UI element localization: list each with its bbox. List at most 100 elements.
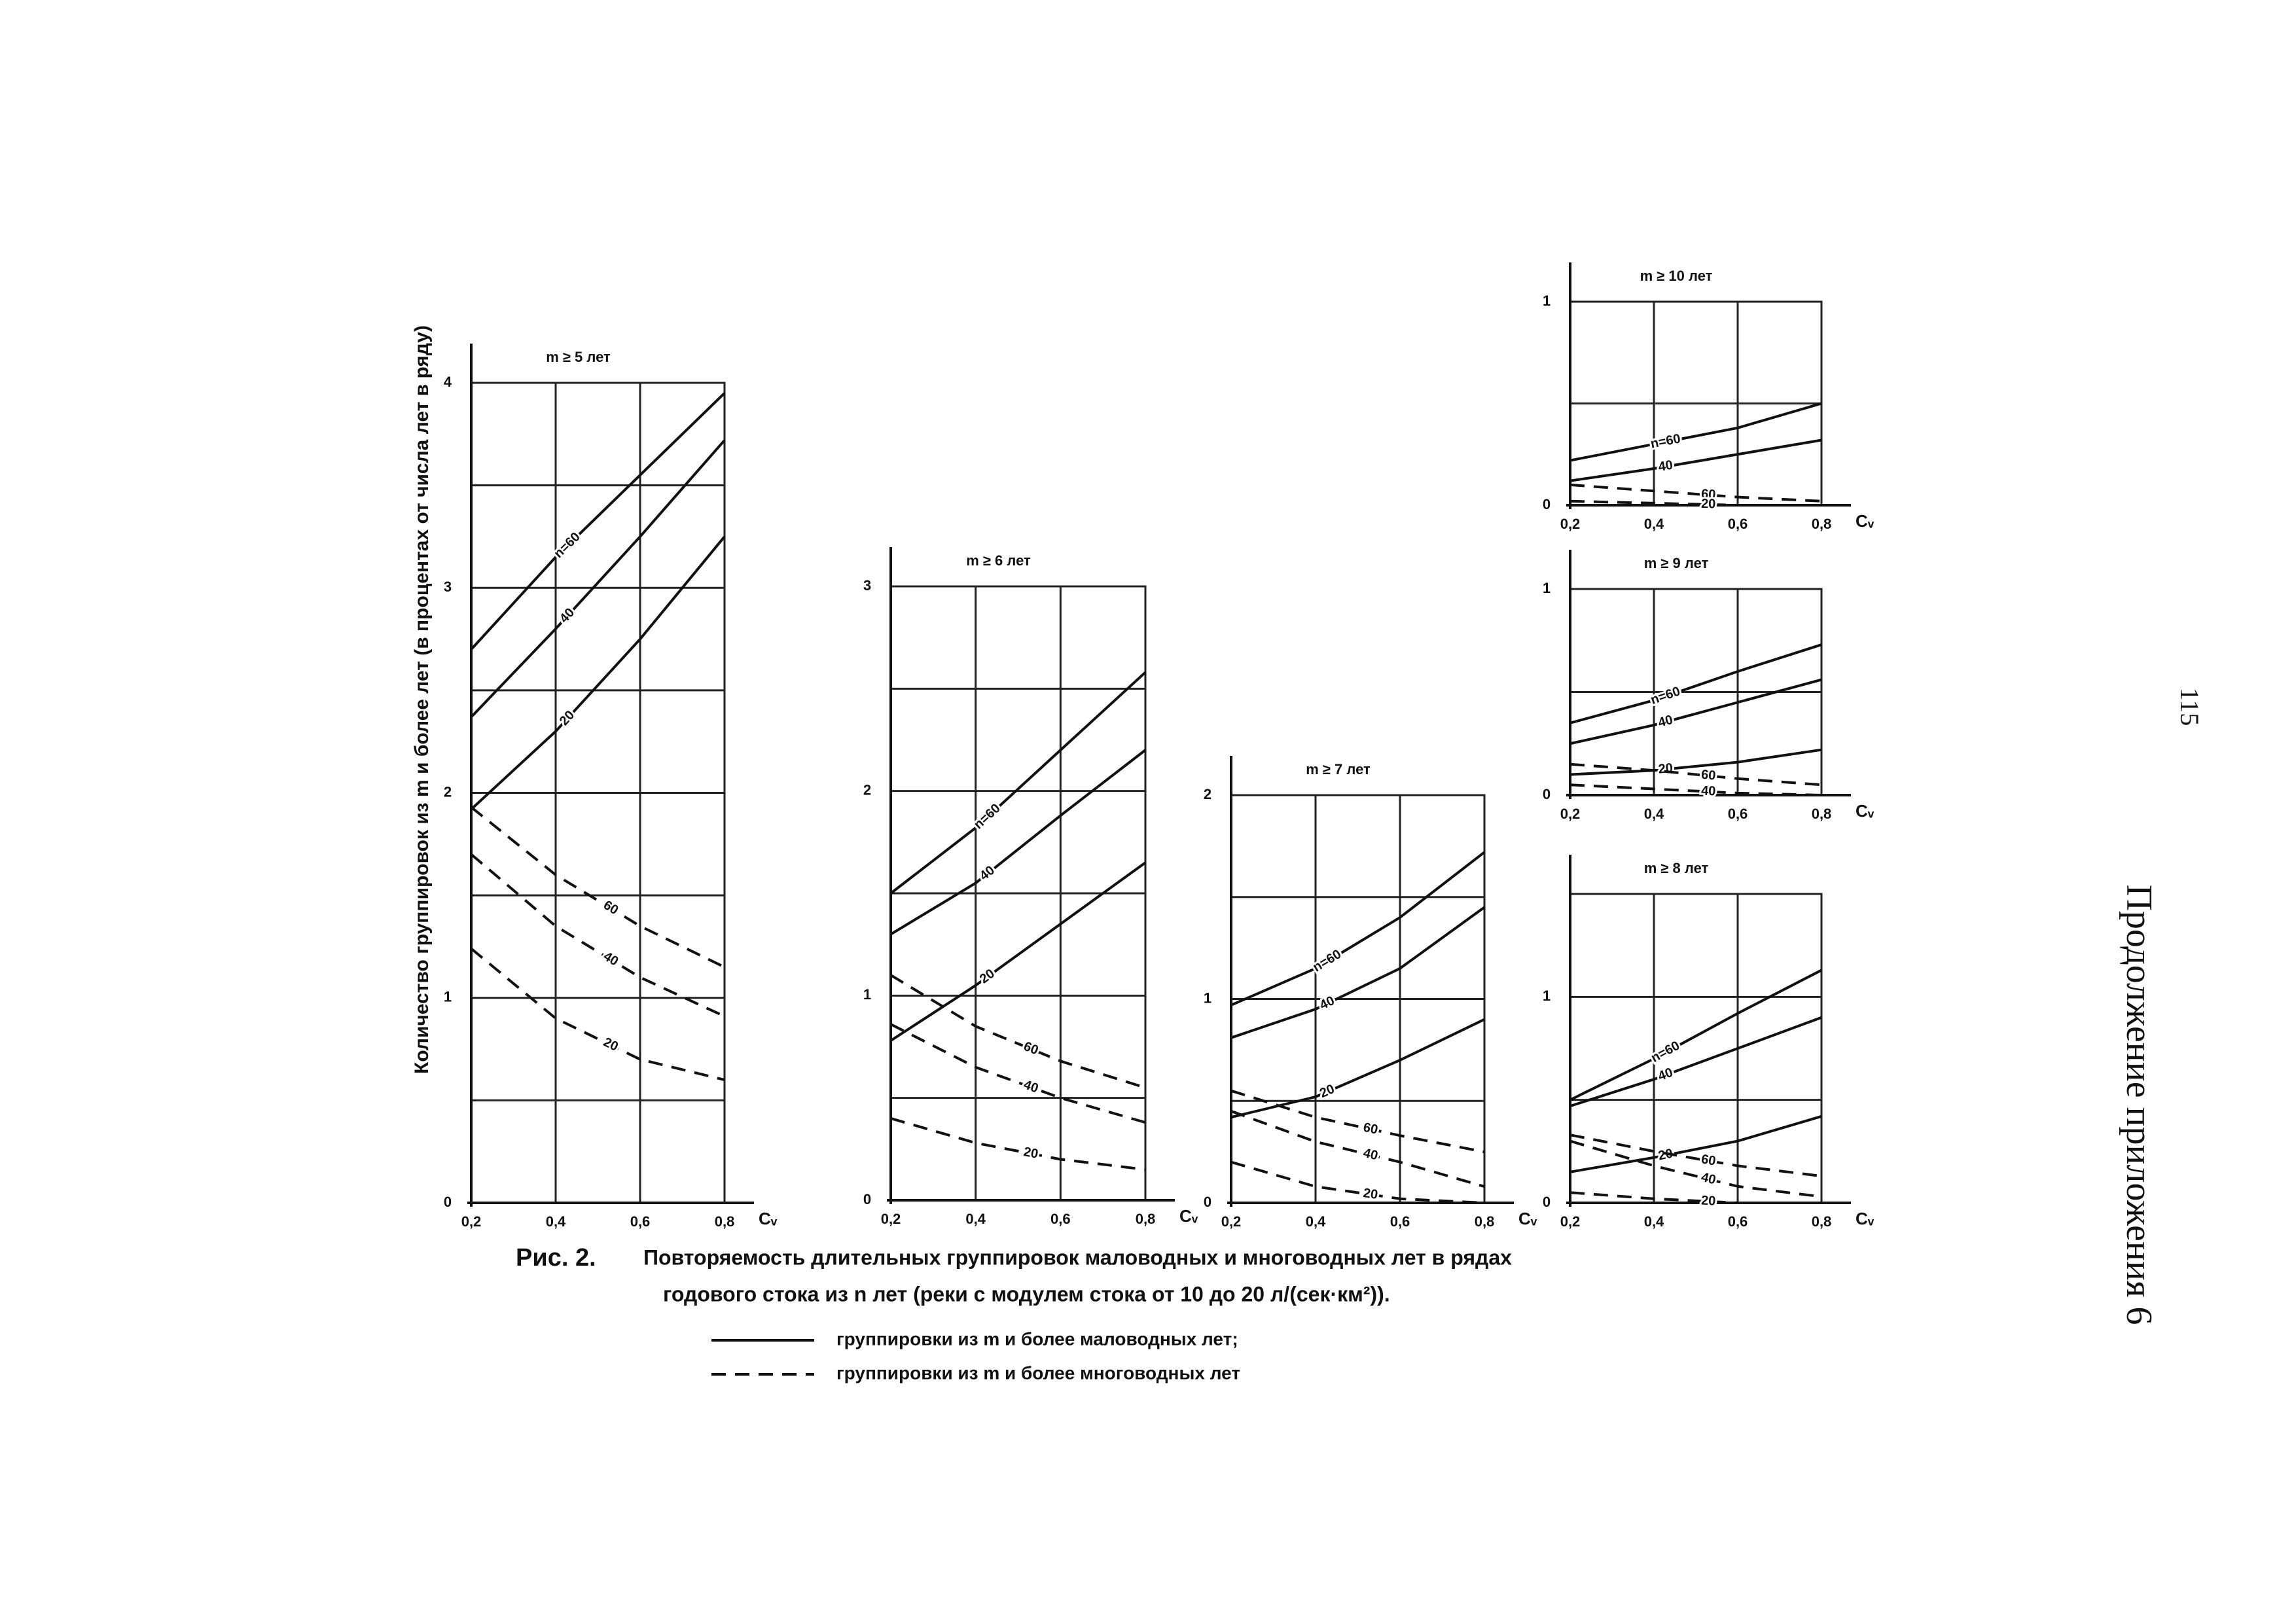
curve: [1570, 1191, 1821, 1204]
x-tick-label: 0,8: [1812, 516, 1832, 532]
y-tick-label: 2: [863, 781, 871, 798]
chart-title: m ≥ 8 лет: [1644, 860, 1709, 876]
y-tick-label: 0: [1543, 786, 1551, 802]
curve-label: 40: [1700, 1170, 1717, 1188]
curve: [1230, 1018, 1485, 1119]
chart-title: m ≥ 5 лет: [546, 349, 611, 365]
curve: [470, 853, 725, 1018]
curve: [1570, 643, 1822, 724]
x-tick-label: 0,4: [1644, 806, 1664, 822]
x-tick-label: 0,8: [1136, 1211, 1156, 1227]
y-tick-label: 0: [1204, 1194, 1211, 1210]
x-axis-label: Cᵥ: [1179, 1206, 1198, 1226]
x-tick-label: 0,2: [461, 1213, 482, 1230]
x-tick-label: 0,8: [1812, 1213, 1832, 1230]
x-axis-label: Cᵥ: [1856, 801, 1874, 821]
curve: [1570, 1115, 1822, 1173]
curve: [1570, 402, 1822, 462]
y-tick-label: 1: [863, 986, 871, 1003]
legend-label: группировки из m и более маловодных лет;: [836, 1329, 1238, 1349]
caption-line: годового стока из n лет (реки с модулем …: [663, 1282, 1390, 1306]
plot-frame: [1569, 893, 1823, 1204]
curve: [889, 749, 1147, 936]
curve: [470, 806, 725, 969]
curve-label: 20: [1701, 497, 1716, 512]
curve: [1570, 1016, 1822, 1108]
curve-label: 60: [601, 898, 620, 918]
x-tick-label: 0,6: [1050, 1211, 1071, 1227]
x-tick-label: 0,4: [546, 1213, 566, 1230]
curve: [470, 535, 726, 811]
y-tick-label: 1: [444, 989, 452, 1005]
figure-number: Рис. 2.: [516, 1244, 596, 1272]
curve: [470, 439, 726, 718]
curve: [1570, 748, 1822, 776]
curve-label: 60: [1700, 487, 1716, 503]
y-tick-label: 1: [1543, 988, 1551, 1004]
curve: [1570, 483, 1822, 503]
y-tick-label: 2: [1204, 786, 1211, 802]
y-tick-label: 0: [1543, 1194, 1551, 1210]
y-tick-label: 1: [1204, 990, 1211, 1006]
x-tick-label: 0,8: [1812, 806, 1832, 822]
curve: [1570, 783, 1822, 796]
legend-label: группировки из m и более многоводных лет: [836, 1363, 1240, 1383]
chart-title: m ≥ 7 лет: [1306, 761, 1371, 777]
curve-label: 60: [1700, 1152, 1717, 1168]
x-tick-label: 0,8: [1475, 1213, 1495, 1230]
curve-label: 60: [1362, 1120, 1379, 1137]
curve: [470, 392, 726, 651]
curve-label: 20: [601, 1035, 620, 1054]
chart-title: m ≥ 10 лет: [1640, 268, 1713, 284]
y-tick-label: 0: [1543, 496, 1551, 512]
y-tick-label: 1: [1543, 293, 1551, 309]
curve-label: 40: [1318, 993, 1337, 1012]
curve: [1230, 1109, 1485, 1188]
y-tick-label: 0: [444, 1194, 452, 1210]
x-tick-label: 0,4: [1644, 516, 1664, 532]
curve-label: 20: [1022, 1145, 1039, 1162]
curve: [890, 1023, 1146, 1124]
x-tick-label: 0,6: [1728, 806, 1748, 822]
x-tick-label: 0,2: [1221, 1213, 1242, 1230]
curve: [1230, 1089, 1485, 1154]
curve-label: 40: [1656, 1065, 1674, 1084]
curve-label: 40: [1362, 1146, 1380, 1164]
x-tick-label: 0,2: [1560, 516, 1581, 532]
y-tick-label: 3: [444, 579, 452, 595]
y-tick-label: 1: [1543, 580, 1551, 596]
x-axis-label: Cᵥ: [1856, 511, 1874, 531]
curve: [889, 974, 1146, 1089]
y-tick-label: 3: [863, 577, 871, 594]
curve-label: 60: [1700, 768, 1716, 783]
curve-label: 20: [1701, 1194, 1716, 1209]
curve-label: 40: [1657, 713, 1674, 730]
x-tick-label: 0,2: [1560, 1213, 1581, 1230]
x-tick-label: 0,4: [965, 1211, 986, 1227]
curve: [889, 861, 1147, 1042]
x-tick-label: 0,6: [1390, 1213, 1410, 1230]
chart-title: m ≥ 6 лет: [966, 552, 1031, 569]
y-axis-label: Количество группировок из m и более лет …: [411, 325, 433, 1074]
x-axis-label: Cᵥ: [1518, 1209, 1537, 1228]
x-tick-label: 0,8: [715, 1213, 735, 1230]
x-tick-label: 0,4: [1644, 1213, 1664, 1230]
chart-title: m ≥ 9 лет: [1644, 555, 1709, 571]
running-head: Продолжение приложения 6: [2119, 884, 2159, 1325]
x-tick-label: 0,6: [630, 1213, 651, 1230]
curve-label: 40: [1701, 783, 1716, 798]
y-tick-label: 4: [444, 374, 452, 390]
x-tick-label: 0,6: [1728, 516, 1748, 532]
curve-label: 40: [601, 949, 620, 969]
curve: [1570, 969, 1822, 1101]
x-tick-label: 0,2: [1560, 806, 1581, 822]
curve: [1570, 499, 1821, 507]
curve: [1570, 762, 1822, 787]
curve: [1570, 438, 1822, 482]
caption-line: Повторяемость длительных группировок мал…: [643, 1245, 1512, 1269]
curve: [470, 948, 725, 1081]
curve: [890, 1117, 1146, 1171]
curve: [1230, 1160, 1485, 1204]
y-tick-label: 0: [863, 1191, 871, 1207]
